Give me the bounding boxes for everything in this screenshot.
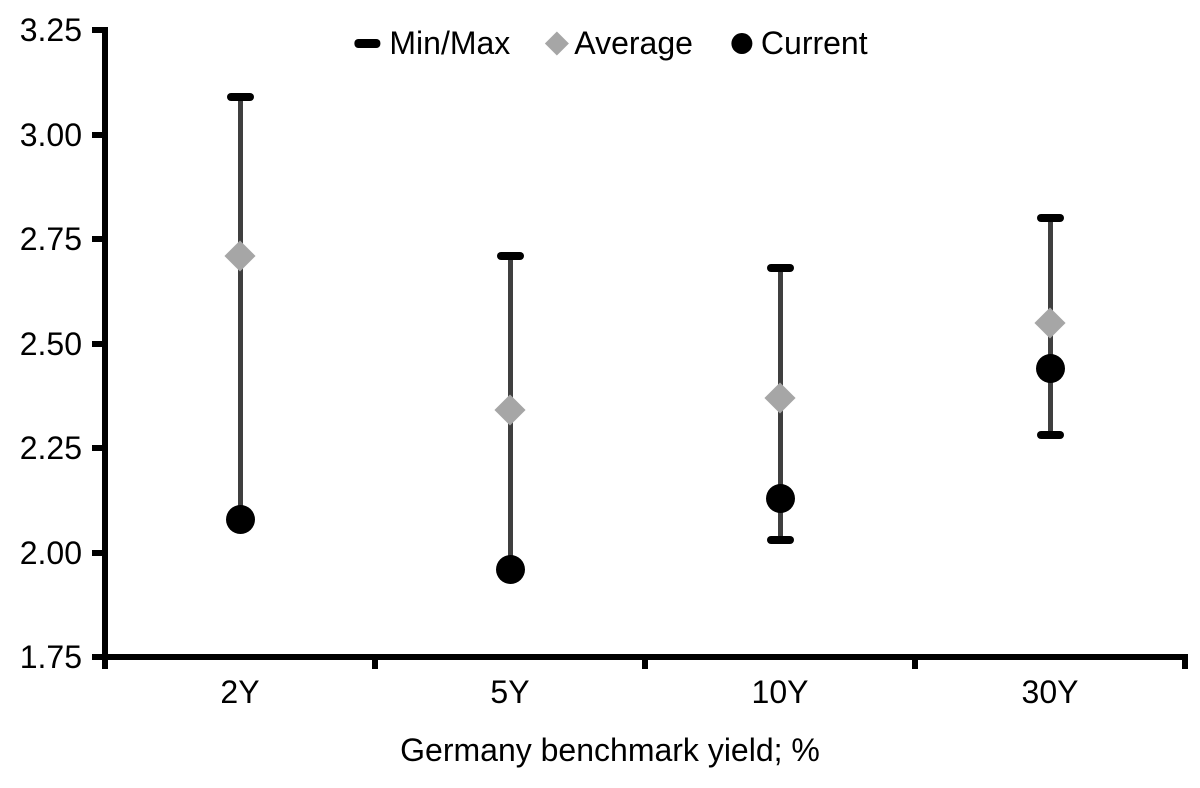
y-tick-label: 1.75: [19, 639, 82, 675]
legend-label: Average: [574, 25, 693, 61]
legend-item-min-max: Min/Max: [354, 24, 510, 62]
x-axis-tick: [1182, 654, 1188, 669]
current-marker: [225, 504, 255, 534]
average-marker: [764, 382, 796, 414]
category-label: 5Y: [490, 674, 530, 710]
dash-icon: [354, 38, 381, 48]
y-tick-label: 2.75: [19, 221, 82, 257]
y-axis-tick: [92, 131, 102, 138]
category-label: 30Y: [1021, 674, 1079, 710]
average-marker: [224, 240, 256, 272]
y-tick-label: 3.25: [19, 12, 82, 48]
category-label: 10Y: [751, 674, 809, 710]
y-axis-tick: [92, 445, 102, 451]
circle-icon: [730, 32, 752, 54]
legend-item-current: Current: [730, 24, 868, 62]
y-tick-label: 2.25: [19, 430, 82, 466]
legend-label: Current: [760, 25, 868, 61]
x-axis-tick: [642, 654, 648, 669]
x-axis-tick: [912, 654, 918, 669]
y-axis-tick: [92, 549, 102, 556]
y-tick-label: 3.00: [19, 116, 82, 153]
max-cap-marker: [1036, 214, 1064, 223]
legend-item-average: Average: [544, 24, 693, 62]
y-axis-tick: [92, 654, 102, 660]
category-label: 2Y: [220, 674, 260, 710]
current-marker: [765, 483, 795, 513]
y-axis-line: [102, 27, 108, 660]
average-marker: [494, 394, 526, 426]
max-cap-marker: [226, 92, 254, 101]
average-marker: [1034, 307, 1066, 339]
legend-label: Min/Max: [389, 25, 511, 61]
x-axis-title: Germany benchmark yield; %: [400, 732, 820, 768]
current-marker: [495, 554, 525, 584]
min-max-range-bar: [237, 96, 243, 520]
max-cap-marker: [496, 251, 524, 260]
current-marker: [1035, 354, 1065, 384]
min-cap-marker: [766, 535, 794, 544]
y-axis-tick: [92, 340, 102, 347]
chart-legend: Min/Max Average Current: [354, 24, 868, 62]
min-cap-marker: [1036, 431, 1064, 440]
y-tick-label: 2.00: [19, 534, 82, 571]
y-axis-tick: [92, 27, 102, 33]
max-cap-marker: [766, 264, 794, 273]
y-tick-label: 2.50: [19, 325, 82, 362]
y-axis-tick: [92, 236, 102, 242]
x-axis-tick: [102, 654, 108, 669]
x-axis-tick: [372, 654, 378, 669]
